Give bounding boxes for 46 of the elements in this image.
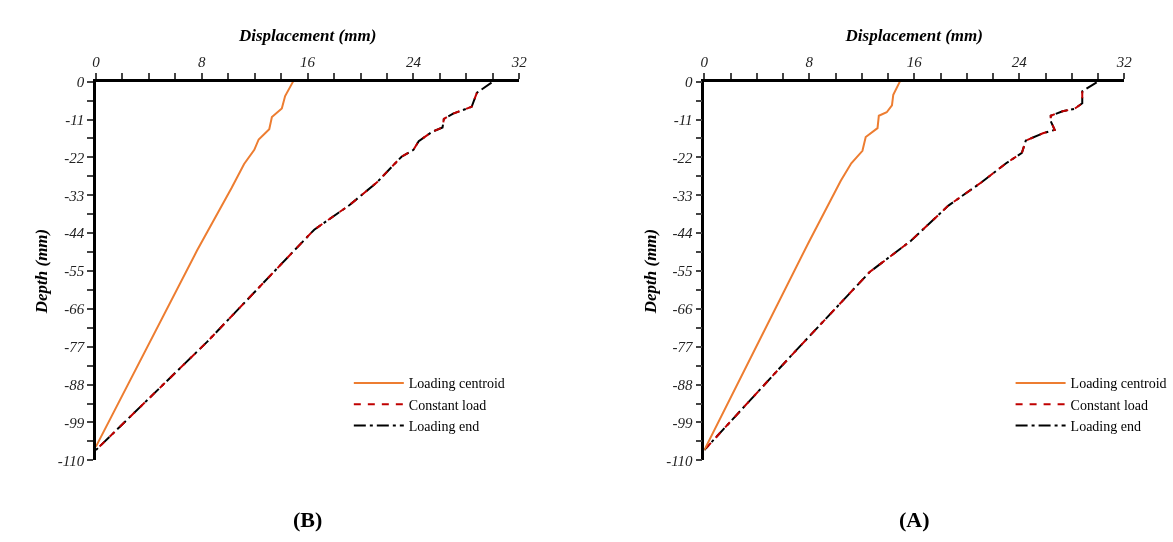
legend-label: Loading end <box>1070 418 1141 434</box>
legend-label: Loading centroid <box>408 376 505 392</box>
y-tick-label: -44 <box>672 225 694 242</box>
y-tick-label: -77 <box>672 338 695 355</box>
x-tick-label: 0 <box>700 53 709 70</box>
legend-label: Loading centroid <box>1070 376 1167 392</box>
y-tick-label: -99 <box>64 414 85 431</box>
y-tick-label: -55 <box>672 263 694 280</box>
y-tick-label: -11 <box>65 111 85 128</box>
y-tick-label: -88 <box>672 376 694 393</box>
y-tick-label: -33 <box>64 187 85 204</box>
y-tick-label: -33 <box>672 187 693 204</box>
y-tick-label: -66 <box>64 301 85 318</box>
y-tick-label: -11 <box>673 111 693 128</box>
legend-label: Loading end <box>408 418 480 434</box>
y-tick-label: 0 <box>76 73 85 90</box>
text: (A) <box>899 507 930 532</box>
y-tick-label: -66 <box>672 301 694 318</box>
x-axis-title: Displacement (mm) <box>237 26 377 46</box>
y-tick-label: -77 <box>64 338 86 355</box>
y-tick-label: 0 <box>685 73 694 90</box>
y-tick-label: -55 <box>64 263 85 280</box>
x-tick-label: 32 <box>1115 53 1133 70</box>
text: (B) <box>293 507 323 532</box>
x-axis-title: Displacement (mm) <box>844 26 983 46</box>
y-tick-label: -22 <box>672 149 694 166</box>
line-series <box>704 81 901 452</box>
x-tick-label: 8 <box>198 53 207 70</box>
y-tick-label: -88 <box>64 376 85 393</box>
y-tick-label: -44 <box>64 225 85 242</box>
legend-label: Constant load <box>1070 397 1148 413</box>
x-tick-label: 24 <box>1011 53 1028 70</box>
x-tick-label: 16 <box>906 53 923 70</box>
y-axis-title: Depth (mm) <box>640 228 660 315</box>
y-axis-title: Depth (mm) <box>32 228 52 315</box>
x-tick-label: 16 <box>300 53 316 70</box>
x-tick-label: 32 <box>510 53 528 70</box>
y-tick-label: -99 <box>672 414 694 431</box>
x-tick-label: 0 <box>92 53 101 70</box>
legend-label: Constant load <box>408 397 487 413</box>
line-series <box>95 81 295 448</box>
y-tick-label: -22 <box>64 149 85 166</box>
y-tick-label: -110 <box>57 452 85 469</box>
x-tick-label: 24 <box>405 53 422 70</box>
y-tick-label: -110 <box>666 452 694 469</box>
x-tick-label: 8 <box>805 53 814 70</box>
